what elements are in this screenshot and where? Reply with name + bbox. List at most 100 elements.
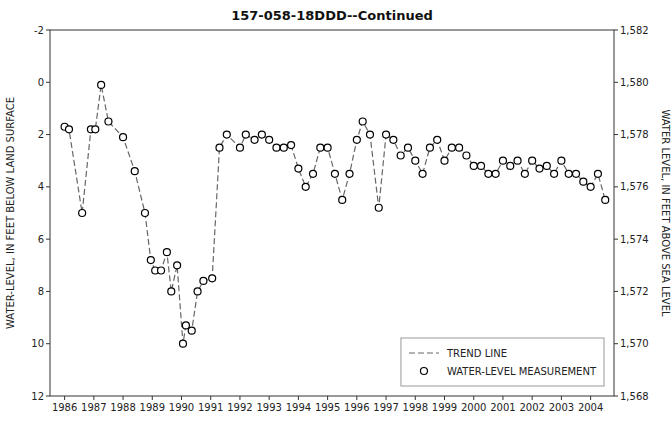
- x-tick: [386, 396, 387, 400]
- x-tick-label: 1997: [373, 402, 398, 413]
- y-axis-label: WATER-LEVEL, IN FEET BELOW LAND SURFACE: [5, 97, 16, 329]
- legend-label: WATER-LEVEL MEASUREMENT: [447, 366, 597, 377]
- measurement-point: [339, 196, 346, 203]
- measurement-point: [324, 144, 331, 151]
- x-tick-label: 2001: [490, 402, 515, 413]
- y2-tick-label: 1,578: [620, 129, 649, 140]
- y-tick: [46, 396, 50, 397]
- x-tick-label: 2004: [578, 402, 603, 413]
- measurement-point: [163, 249, 170, 256]
- measurement-point: [434, 136, 441, 143]
- x-tick: [123, 396, 124, 400]
- x-tick-label: 1996: [344, 402, 369, 413]
- measurement-point: [470, 162, 477, 169]
- measurement-point: [182, 322, 189, 329]
- measurement-point: [565, 170, 572, 177]
- legend-label: TREND LINE: [446, 348, 507, 359]
- x-tick: [269, 396, 270, 400]
- measurement-point: [448, 144, 455, 151]
- trend-line: [65, 85, 606, 344]
- measurement-point: [580, 178, 587, 185]
- x-tick: [473, 396, 474, 400]
- y2-axis-label: WATER LEVEL, IN FEET ABOVE SEA LEVEL: [660, 109, 671, 317]
- measurement-point: [331, 170, 338, 177]
- measurement-point: [536, 165, 543, 172]
- measurement-point: [551, 170, 558, 177]
- measurement-point: [288, 142, 295, 149]
- x-tick-label: 1987: [81, 402, 106, 413]
- measurement-point: [273, 144, 280, 151]
- x-tick: [64, 396, 65, 400]
- measurement-point: [209, 275, 216, 282]
- chart-title: 157-058-18DDD--Continued: [231, 8, 433, 23]
- plot-frame: [50, 30, 614, 396]
- measurement-point: [280, 144, 287, 151]
- x-tick: [298, 396, 299, 400]
- x-tick: [356, 396, 357, 400]
- measurement-point: [397, 152, 404, 159]
- measurement-point: [543, 162, 550, 169]
- x-tick-label: 2000: [461, 402, 486, 413]
- y-tick-label: -2: [34, 25, 44, 36]
- y-tick-label: 4: [38, 181, 44, 192]
- measurement-point: [242, 131, 249, 138]
- x-tick: [561, 396, 562, 400]
- x-tick-label: 1992: [227, 402, 252, 413]
- x-tick-label: 1999: [432, 402, 457, 413]
- y2-tick: [614, 82, 618, 83]
- measurement-point: [317, 144, 324, 151]
- y2-tick: [614, 186, 618, 187]
- x-tick-label: 1988: [110, 402, 135, 413]
- measurement-point: [346, 170, 353, 177]
- measurement-point: [65, 126, 72, 133]
- measurement-point: [353, 136, 360, 143]
- measurement-point: [499, 157, 506, 164]
- legend-box: [401, 338, 604, 386]
- measurement-point: [359, 118, 366, 125]
- measurement-point: [168, 288, 175, 295]
- measurement-point: [366, 131, 373, 138]
- x-tick-label: 2002: [519, 402, 544, 413]
- y-tick-label: 0: [38, 77, 44, 88]
- measurement-point: [200, 277, 207, 284]
- y2-tick-label: 1,570: [620, 338, 649, 349]
- x-tick-label: 1994: [286, 402, 311, 413]
- measurement-point: [375, 204, 382, 211]
- y-tick: [46, 30, 50, 31]
- measurement-point: [426, 144, 433, 151]
- measurement-point: [456, 144, 463, 151]
- x-tick: [181, 396, 182, 400]
- measurement-point: [492, 170, 499, 177]
- y-tick: [46, 343, 50, 344]
- measurement-point: [485, 170, 492, 177]
- measurement-point: [147, 257, 154, 264]
- x-tick: [415, 396, 416, 400]
- x-tick-label: 1993: [256, 402, 281, 413]
- y2-tick: [614, 343, 618, 344]
- x-tick: [532, 396, 533, 400]
- plot-area: [61, 81, 609, 347]
- measurement-point: [105, 118, 112, 125]
- y2-tick-label: 1,568: [620, 391, 649, 402]
- x-tick-label: 1995: [315, 402, 340, 413]
- x-tick: [444, 396, 445, 400]
- measurement-point: [236, 144, 243, 151]
- measurement-point: [573, 170, 580, 177]
- measurement-point: [302, 183, 309, 190]
- measurement-point: [441, 157, 448, 164]
- x-tick: [590, 396, 591, 400]
- measurement-point: [404, 144, 411, 151]
- x-tick: [239, 396, 240, 400]
- y2-tick: [614, 396, 618, 397]
- y-tick-label: 6: [38, 234, 44, 245]
- measurement-point: [131, 168, 138, 175]
- legend-swatch: [420, 368, 427, 375]
- measurement-point: [507, 162, 514, 169]
- chart: 1986198719881989199019911992199319941995…: [0, 0, 672, 426]
- y2-tick-label: 1,582: [620, 25, 649, 36]
- measurement-point: [594, 170, 601, 177]
- measurement-point: [478, 162, 485, 169]
- legend: TREND LINE WATER-LEVEL MEASUREMENT: [401, 338, 604, 386]
- x-tick-label: 1990: [169, 402, 194, 413]
- x-tick-label: 1989: [140, 402, 165, 413]
